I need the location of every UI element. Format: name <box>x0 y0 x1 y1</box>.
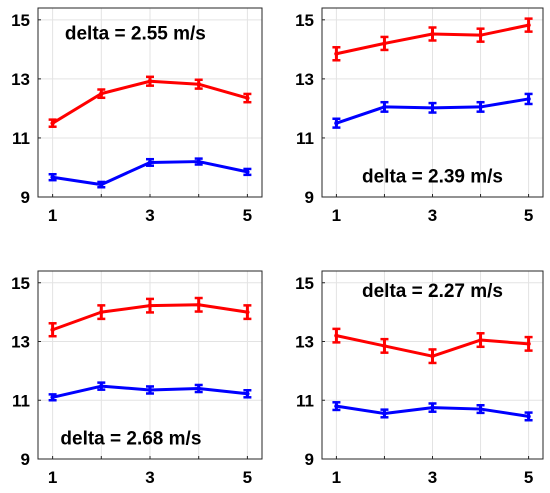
y-tick-label: 13 <box>11 70 30 89</box>
delta-annotation: delta = 2.55 m/s <box>65 24 206 45</box>
series-0-point <box>147 303 153 308</box>
x-tick-label: 5 <box>243 468 252 487</box>
series-0-point <box>50 120 55 126</box>
delta-annotation: delta = 2.39 m/s <box>362 166 503 187</box>
series-0-point <box>382 343 387 349</box>
series-0-point <box>526 22 531 28</box>
series-1-point <box>526 414 531 419</box>
x-tick-label: 1 <box>48 468 57 487</box>
series-1-point <box>526 96 531 102</box>
x-tick-label: 3 <box>145 468 154 487</box>
series-1-point <box>382 411 387 416</box>
y-tick-label: 9 <box>305 450 314 469</box>
series-1-point <box>99 182 104 187</box>
y-tick-label: 9 <box>21 450 30 469</box>
series-1-point <box>245 169 250 175</box>
y-tick-label: 13 <box>11 333 30 352</box>
y-tick-label: 15 <box>11 274 30 293</box>
x-tick-label: 5 <box>243 206 252 225</box>
y-tick-label: 13 <box>295 333 314 352</box>
x-tick-label: 1 <box>48 206 57 225</box>
y-tick-label: 9 <box>305 188 314 207</box>
x-tick-label: 3 <box>145 206 154 225</box>
series-0-point <box>245 309 250 315</box>
series-0-point <box>382 41 387 46</box>
series-1-point <box>245 391 250 396</box>
y-tick-label: 15 <box>11 11 30 30</box>
x-tick-label: 1 <box>332 206 341 225</box>
series-0-point <box>196 81 201 87</box>
series-0-point <box>478 32 483 38</box>
series-1-point <box>50 395 55 400</box>
delta-annotation: delta = 2.68 m/s <box>60 428 201 449</box>
series-1-point <box>382 104 387 110</box>
x-tick-label: 5 <box>524 206 533 225</box>
y-tick-label: 11 <box>12 129 30 148</box>
y-tick-label: 15 <box>295 274 314 293</box>
series-1-point <box>147 387 153 393</box>
series-0-point <box>334 333 339 338</box>
y-tick-label: 11 <box>296 391 314 410</box>
series-0-point <box>334 51 339 56</box>
series-1-point <box>478 104 483 110</box>
series-0-point <box>430 31 435 37</box>
x-tick-label: 3 <box>428 468 437 487</box>
series-1-point <box>334 403 339 409</box>
y-tick-label: 9 <box>21 188 30 207</box>
series-0-point <box>196 302 201 307</box>
series-1-point <box>99 383 104 389</box>
delta-annotation: delta = 2.27 m/s <box>362 281 503 302</box>
y-tick-label: 11 <box>12 391 30 410</box>
x-tick-label: 1 <box>332 468 341 487</box>
series-0-point <box>50 327 55 332</box>
series-1-point <box>196 159 201 164</box>
series-1-point <box>147 160 153 165</box>
series-0-point <box>526 341 531 347</box>
series-0-point <box>99 309 104 315</box>
series-0-point <box>430 353 435 359</box>
series-1-point <box>334 120 339 126</box>
y-tick-label: 13 <box>295 70 314 89</box>
x-tick-label: 5 <box>524 468 533 487</box>
x-tick-label: 3 <box>428 206 437 225</box>
y-tick-label: 11 <box>296 129 314 148</box>
series-0-point <box>478 337 483 343</box>
series-1-point <box>430 405 435 410</box>
series-1-point <box>478 406 483 412</box>
series-0-point <box>245 95 250 101</box>
y-tick-label: 15 <box>295 11 314 30</box>
series-1-point <box>430 105 435 111</box>
series-1-point <box>50 175 55 180</box>
series-0-point <box>99 91 104 96</box>
series-0-point <box>147 79 153 84</box>
series-1-point <box>196 386 201 391</box>
